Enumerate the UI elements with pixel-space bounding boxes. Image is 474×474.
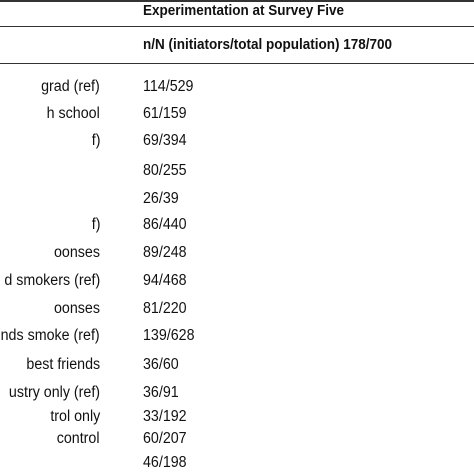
table-row: 80/255 xyxy=(0,160,474,182)
table-row: ustry only (ref) 36/91 xyxy=(0,382,474,404)
row-value: 81/220 xyxy=(143,300,187,317)
row-value: 36/60 xyxy=(143,356,179,373)
row-label: control xyxy=(57,430,100,447)
table-row: best friends 36/60 xyxy=(0,354,474,376)
table-row: d smokers (ref) 94/468 xyxy=(0,270,474,292)
row-value: 139/628 xyxy=(143,327,195,344)
table-row: oonses 89/248 xyxy=(0,242,474,264)
row-label: grad (ref) xyxy=(41,78,100,95)
row-value: 60/207 xyxy=(143,430,187,447)
table-row: control 60/207 xyxy=(0,428,474,450)
table-row: f) 69/394 xyxy=(0,130,474,152)
table-row: 46/198 xyxy=(0,452,474,474)
top-rule xyxy=(0,0,474,2)
row-value: 94/468 xyxy=(143,272,187,289)
row-value: 36/91 xyxy=(143,384,179,401)
table-row: trol only 33/192 xyxy=(0,406,474,428)
row-value: 26/39 xyxy=(143,190,179,207)
table-row: grad (ref) 114/529 xyxy=(0,76,474,98)
table-row: nds smoke (ref) 139/628 xyxy=(0,325,474,347)
body-divider xyxy=(0,63,474,64)
row-value: 69/394 xyxy=(143,132,187,149)
row-value: 89/248 xyxy=(143,244,187,261)
row-label: ustry only (ref) xyxy=(8,384,100,401)
table-row: h school 61/159 xyxy=(0,103,474,125)
row-value: 86/440 xyxy=(143,216,187,233)
row-value: 80/255 xyxy=(143,162,187,179)
row-label: best friends xyxy=(26,356,100,373)
row-label: h school xyxy=(46,105,100,122)
row-label: oonses xyxy=(54,244,100,261)
row-value: 61/159 xyxy=(143,105,187,122)
row-label: oonses xyxy=(54,300,100,317)
row-label: f) xyxy=(91,132,100,149)
row-value: 46/198 xyxy=(143,454,187,471)
row-label: trol only xyxy=(50,408,100,425)
row-label: f) xyxy=(91,216,100,233)
table-row: oonses 81/220 xyxy=(0,298,474,320)
table-row: 26/39 xyxy=(0,188,474,210)
row-value: 114/529 xyxy=(143,78,194,95)
row-value: 33/192 xyxy=(143,408,187,425)
row-label: d smokers (ref) xyxy=(4,272,100,289)
column-header-subtitle: n/N (initiators/total population) 178/70… xyxy=(143,36,393,53)
column-header-title: Experimentation at Survey Five xyxy=(143,2,345,19)
table-row: f) 86/440 xyxy=(0,214,474,236)
header-divider xyxy=(0,26,474,27)
row-label: nds smoke (ref) xyxy=(0,327,100,344)
